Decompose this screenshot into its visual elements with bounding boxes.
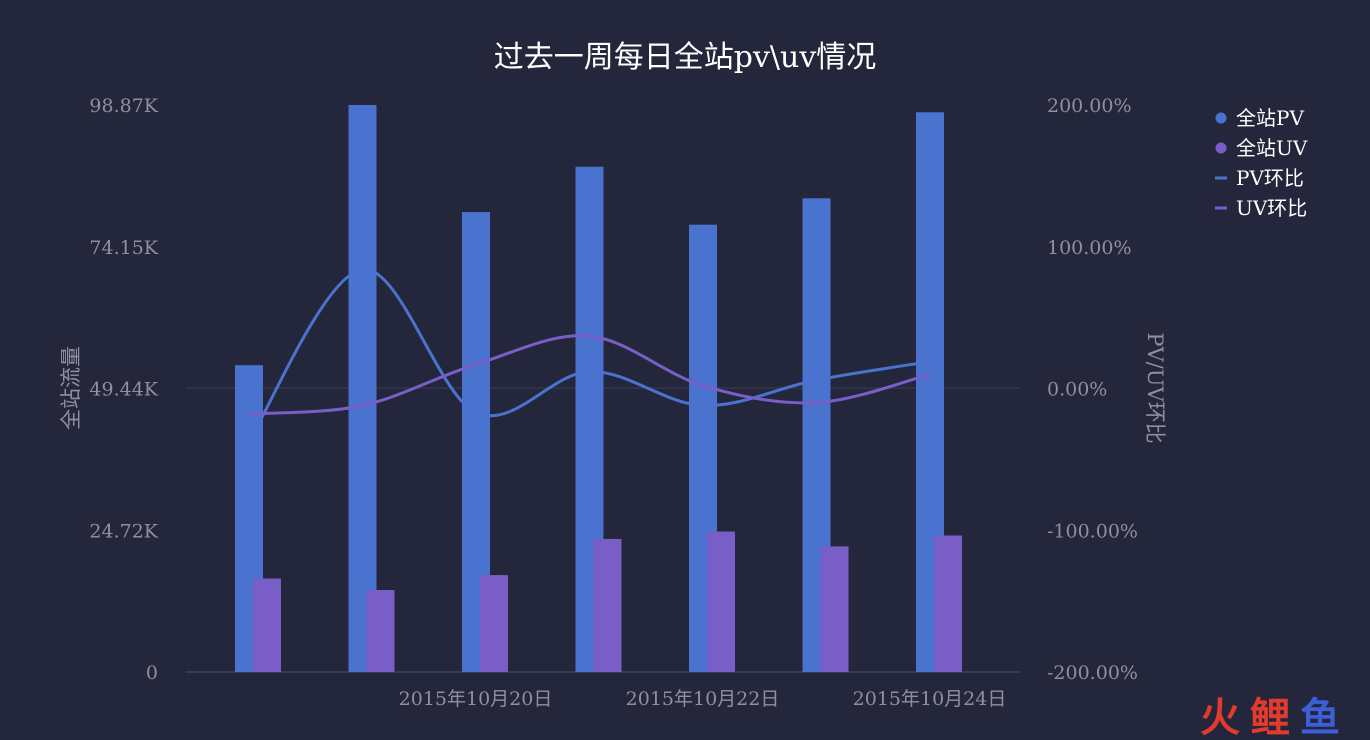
uv-bar[interactable] (707, 531, 735, 672)
uv-bar[interactable] (934, 535, 962, 672)
watermark-char: 火 (1200, 695, 1240, 740)
pv-ratio-line[interactable] (247, 267, 931, 442)
legend-marker-line (1215, 176, 1227, 180)
uv-bar[interactable] (820, 546, 849, 672)
legend-label[interactable]: PV环比 (1236, 166, 1304, 190)
left-tick-label: 74.15K (89, 237, 158, 259)
uv-ratio-line[interactable] (248, 334, 931, 416)
right-tick-label: -100.00% (1047, 520, 1138, 542)
right-tick-label: 0.00% (1047, 379, 1107, 401)
watermark-char: 鱼 (1300, 695, 1340, 740)
uv-bar[interactable] (366, 589, 395, 672)
legend-label[interactable]: 全站UV (1236, 136, 1308, 160)
x-tick-label: 2015年10月24日 (853, 688, 1007, 710)
right-axis-ticks: -200.00% -100.00% 0.00% 100.00% 200.00% (1047, 95, 1138, 684)
legend-marker-dot (1215, 112, 1227, 124)
x-tick-label: 2015年10月20日 (399, 688, 553, 710)
left-axis-ticks: 0 24.72K 49.44K 74.15K 98.87K (89, 95, 158, 684)
lines (247, 267, 931, 442)
legend-label[interactable]: 全站PV (1236, 106, 1304, 130)
left-tick-label: 0 (146, 662, 158, 684)
right-tick-label: 200.00% (1047, 95, 1132, 117)
chart-title: 过去一周每日全站pv\uv情况 (494, 40, 877, 75)
right-tick-label: 100.00% (1047, 237, 1132, 259)
left-axis-title: 全站流量 (59, 346, 83, 430)
x-axis-ticks: 2015年10月20日 2015年10月22日 2015年10月24日 (399, 688, 1007, 710)
left-tick-label: 24.72K (89, 520, 158, 542)
legend-marker-line (1215, 206, 1227, 210)
legend-label[interactable]: UV环比 (1236, 196, 1307, 220)
right-tick-label: -200.00% (1047, 662, 1138, 684)
x-tick-label: 2015年10月22日 (626, 688, 780, 710)
right-axis-title: PV/UV环比 (1143, 332, 1167, 443)
legend: 全站PV 全站UV PV环比 UV环比 (1215, 106, 1308, 220)
legend-marker-dot (1215, 142, 1227, 154)
uv-bar[interactable] (593, 538, 622, 672)
bars (235, 105, 962, 673)
uv-bar[interactable] (253, 578, 281, 672)
left-tick-label: 98.87K (89, 95, 158, 117)
pv-bar[interactable] (348, 105, 377, 672)
watermark-logo: 火鲤鱼 (1200, 695, 1340, 740)
left-tick-label: 49.44K (89, 379, 158, 401)
watermark-char: 鲤 (1250, 695, 1290, 740)
uv-bar[interactable] (480, 575, 508, 672)
